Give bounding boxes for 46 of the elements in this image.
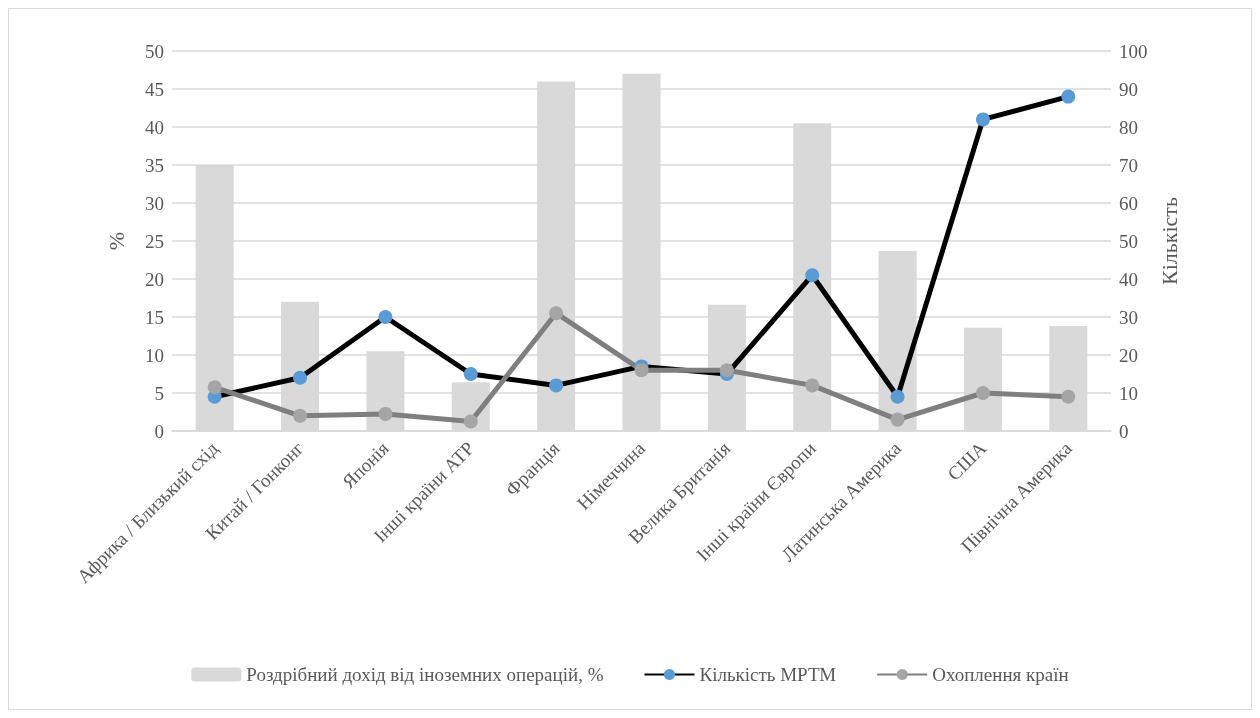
y-tick-label: 10 (145, 344, 164, 366)
y-tick-label: 40 (145, 116, 164, 138)
point (805, 268, 820, 283)
point (1061, 89, 1076, 104)
point (293, 408, 308, 423)
point (975, 386, 990, 400)
point (1061, 389, 1076, 404)
y2-tick-label: 80 (1119, 116, 1138, 138)
y2-tick-label: 50 (1119, 230, 1138, 252)
point (975, 112, 990, 127)
y2-tick-label: 30 (1119, 306, 1138, 328)
point (890, 412, 905, 427)
y-tick-label: 0 (154, 420, 164, 442)
y-axis-title: % (103, 231, 129, 251)
y2-tick-label: 40 (1119, 268, 1138, 290)
point (549, 306, 564, 321)
y-tick-label: 25 (145, 230, 164, 252)
y-tick-label: 45 (145, 78, 164, 100)
point (463, 367, 478, 381)
legend-label: Охоплення країн (932, 664, 1069, 685)
point (293, 370, 308, 385)
point (805, 378, 820, 393)
y-tick-label: 35 (145, 154, 164, 176)
point (549, 378, 564, 393)
y2-axis-title: Кількість (1156, 196, 1182, 286)
y-tick-label: 15 (145, 306, 164, 328)
point (378, 310, 393, 324)
y2-tick-label: 10 (1119, 382, 1138, 404)
y-tick-label: 5 (154, 382, 164, 404)
y-tick-label: 20 (145, 268, 164, 290)
point (463, 414, 478, 429)
y-tick-label: 50 (145, 40, 164, 62)
point (634, 363, 649, 378)
y2-tick-label: 0 (1119, 420, 1129, 442)
point (378, 406, 393, 421)
legend-label: Кількість МРТМ (699, 664, 837, 685)
point (719, 363, 734, 378)
y2-tick-label: 100 (1119, 40, 1148, 62)
point (207, 380, 222, 395)
y2-tick-label: 60 (1119, 192, 1138, 214)
legend-label: Роздрібний дохід від іноземних операцій, % (246, 664, 604, 685)
y-tick-label: 30 (145, 192, 164, 214)
y2-tick-label: 90 (1119, 78, 1138, 100)
y2-tick-label: 20 (1119, 344, 1138, 366)
point (890, 389, 905, 404)
y2-tick-label: 70 (1119, 154, 1138, 176)
